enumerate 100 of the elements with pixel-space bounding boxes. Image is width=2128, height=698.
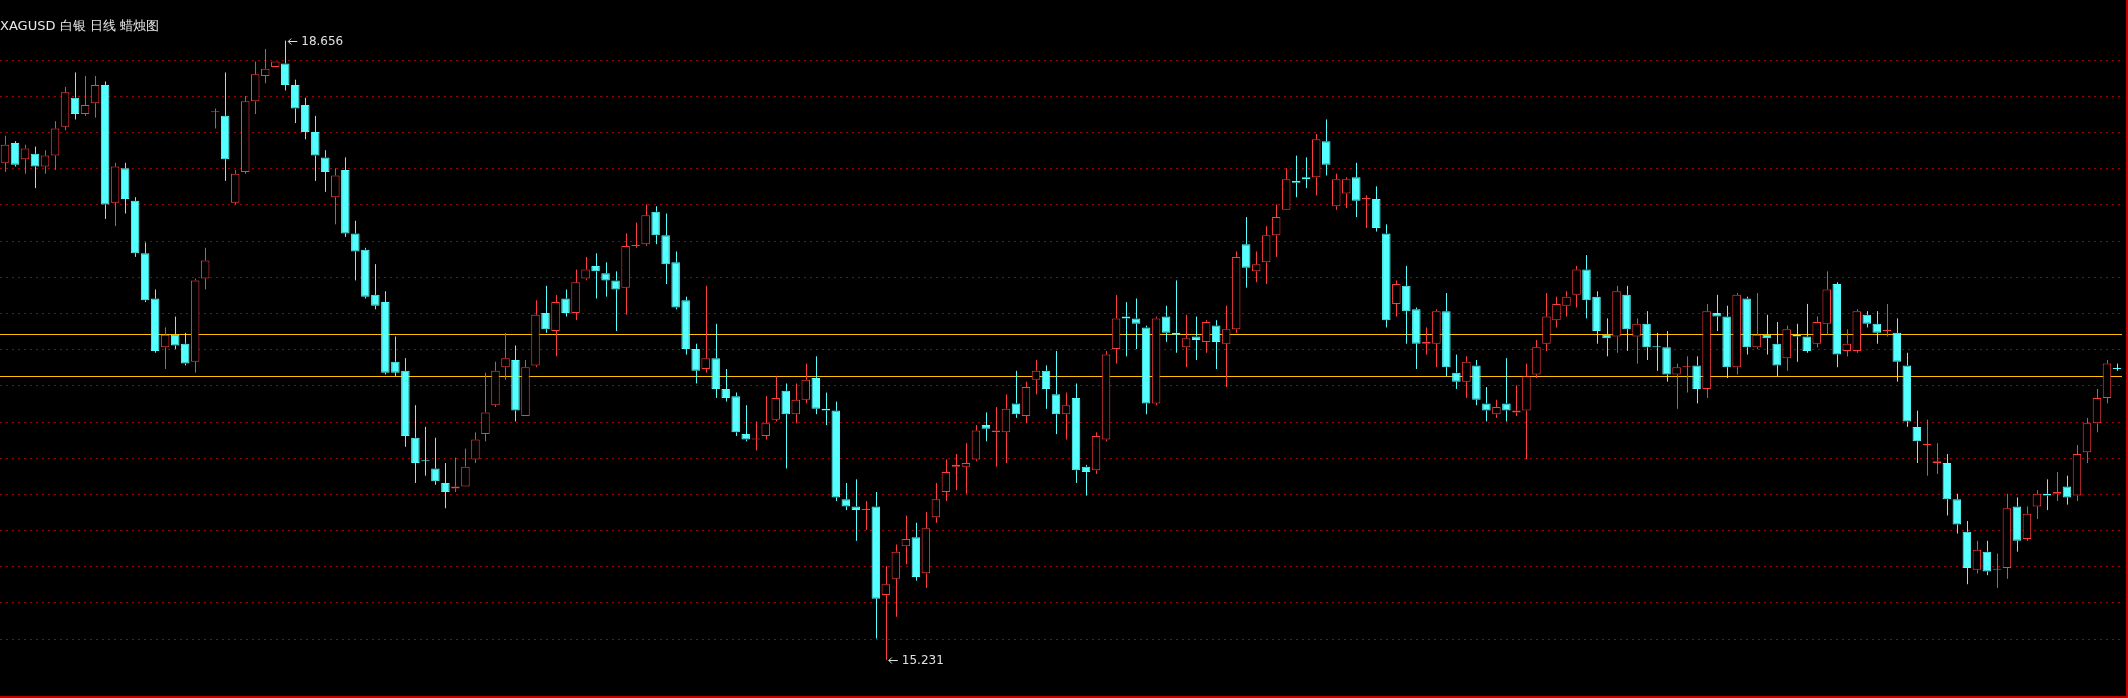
candlestick bbox=[1702, 303, 1711, 399]
candlestick bbox=[851, 478, 861, 542]
candlestick bbox=[250, 61, 260, 115]
candlestick bbox=[492, 361, 499, 408]
candlestick bbox=[1091, 431, 1101, 475]
candlestick bbox=[1862, 310, 1872, 328]
candlestick bbox=[2022, 505, 2032, 542]
candlestick bbox=[801, 363, 811, 404]
candlestick bbox=[541, 285, 550, 334]
chart-title: XAGUSD 白银 日线 蜡烛图 bbox=[0, 18, 159, 34]
candlestick bbox=[1952, 493, 1962, 535]
candlestick bbox=[1662, 330, 1671, 383]
candlestick bbox=[1071, 382, 1081, 484]
candlestick bbox=[1592, 290, 1601, 345]
candlestick bbox=[321, 149, 330, 193]
candlestick bbox=[401, 357, 410, 448]
candlestick bbox=[521, 359, 530, 417]
candlestick bbox=[1392, 279, 1401, 318]
candlestick bbox=[1352, 162, 1361, 218]
candlestick bbox=[741, 404, 750, 442]
candlestick bbox=[1502, 357, 1511, 422]
candlestick bbox=[391, 335, 400, 377]
candlestick bbox=[1802, 303, 1811, 354]
candlestick bbox=[411, 404, 420, 484]
candlestick bbox=[1201, 319, 1211, 354]
candlestick bbox=[1712, 294, 1721, 332]
candlestick bbox=[511, 345, 520, 422]
candlestick bbox=[661, 212, 670, 285]
candlestick bbox=[1982, 540, 1992, 576]
candlestick bbox=[1542, 292, 1551, 352]
candlestick bbox=[331, 167, 340, 225]
candlestick bbox=[1822, 270, 1831, 336]
candlestick bbox=[1972, 540, 1982, 574]
candlestick bbox=[1231, 250, 1241, 334]
candlestick bbox=[941, 458, 951, 502]
annotation: 18.656 bbox=[301, 33, 344, 48]
candlestick bbox=[1532, 339, 1541, 379]
candlestick bbox=[731, 392, 740, 437]
candlestick bbox=[281, 40, 290, 92]
candlestick bbox=[381, 290, 390, 375]
candlestick bbox=[1452, 354, 1461, 390]
candlestick bbox=[301, 97, 310, 140]
candlestick bbox=[1622, 285, 1631, 352]
candlestick bbox=[871, 491, 881, 639]
candlestick bbox=[1892, 317, 1902, 383]
candlestick bbox=[1382, 223, 1391, 328]
candlestick bbox=[1051, 350, 1061, 435]
candlestick bbox=[1221, 305, 1231, 388]
candlestick bbox=[291, 79, 300, 124]
candlestick bbox=[1612, 285, 1621, 354]
candlestick bbox=[1902, 352, 1912, 428]
candlestick bbox=[571, 269, 580, 321]
candlestick bbox=[781, 382, 790, 469]
candlestick bbox=[1211, 319, 1221, 370]
candlestick bbox=[1011, 370, 1021, 419]
candlestick bbox=[1832, 281, 1841, 368]
candlestick bbox=[1482, 386, 1491, 422]
candlestick bbox=[170, 316, 180, 350]
candlestick bbox=[1872, 310, 1882, 345]
candlestick bbox=[1432, 308, 1441, 368]
candlestick bbox=[1462, 355, 1471, 399]
candlestick bbox=[1733, 292, 1740, 375]
candlestick bbox=[1021, 381, 1031, 424]
candlestick bbox=[2002, 493, 2012, 580]
candlestick bbox=[1241, 216, 1251, 289]
candlestick bbox=[240, 95, 250, 175]
annotation: 15.231 bbox=[901, 652, 944, 667]
candlestick bbox=[831, 401, 841, 502]
candlestick bbox=[2072, 444, 2082, 502]
candlestick bbox=[1372, 185, 1381, 233]
candlestick bbox=[1552, 296, 1561, 328]
candlestick bbox=[1311, 133, 1321, 196]
candlestick bbox=[691, 343, 700, 384]
candlestick bbox=[70, 71, 80, 120]
candlestick bbox=[931, 482, 941, 524]
candlestick bbox=[641, 203, 650, 247]
candlestick bbox=[1522, 363, 1531, 460]
candlestick bbox=[311, 115, 320, 182]
candlestick bbox=[551, 294, 560, 357]
candlestick bbox=[2092, 388, 2102, 433]
candlestick bbox=[1962, 520, 1972, 585]
candlestick bbox=[671, 250, 680, 310]
candlestick bbox=[1742, 296, 1751, 356]
candlestick bbox=[611, 270, 620, 332]
candlestick bbox=[1942, 453, 1952, 516]
candlestick bbox=[1582, 254, 1591, 319]
candlestick bbox=[90, 75, 100, 119]
candlestick bbox=[1001, 393, 1011, 464]
candlestick bbox=[561, 288, 570, 318]
candlestick bbox=[2102, 359, 2112, 404]
candlestick bbox=[891, 543, 901, 618]
candlestick bbox=[1141, 325, 1151, 415]
candlestick bbox=[1271, 203, 1281, 258]
candlestick bbox=[2012, 496, 2022, 553]
candlestick bbox=[911, 522, 921, 582]
candlestick bbox=[120, 162, 130, 214]
candlestick bbox=[341, 156, 350, 238]
candlestick bbox=[351, 220, 360, 281]
candlestick bbox=[1852, 308, 1861, 354]
candlestick bbox=[1772, 321, 1781, 377]
